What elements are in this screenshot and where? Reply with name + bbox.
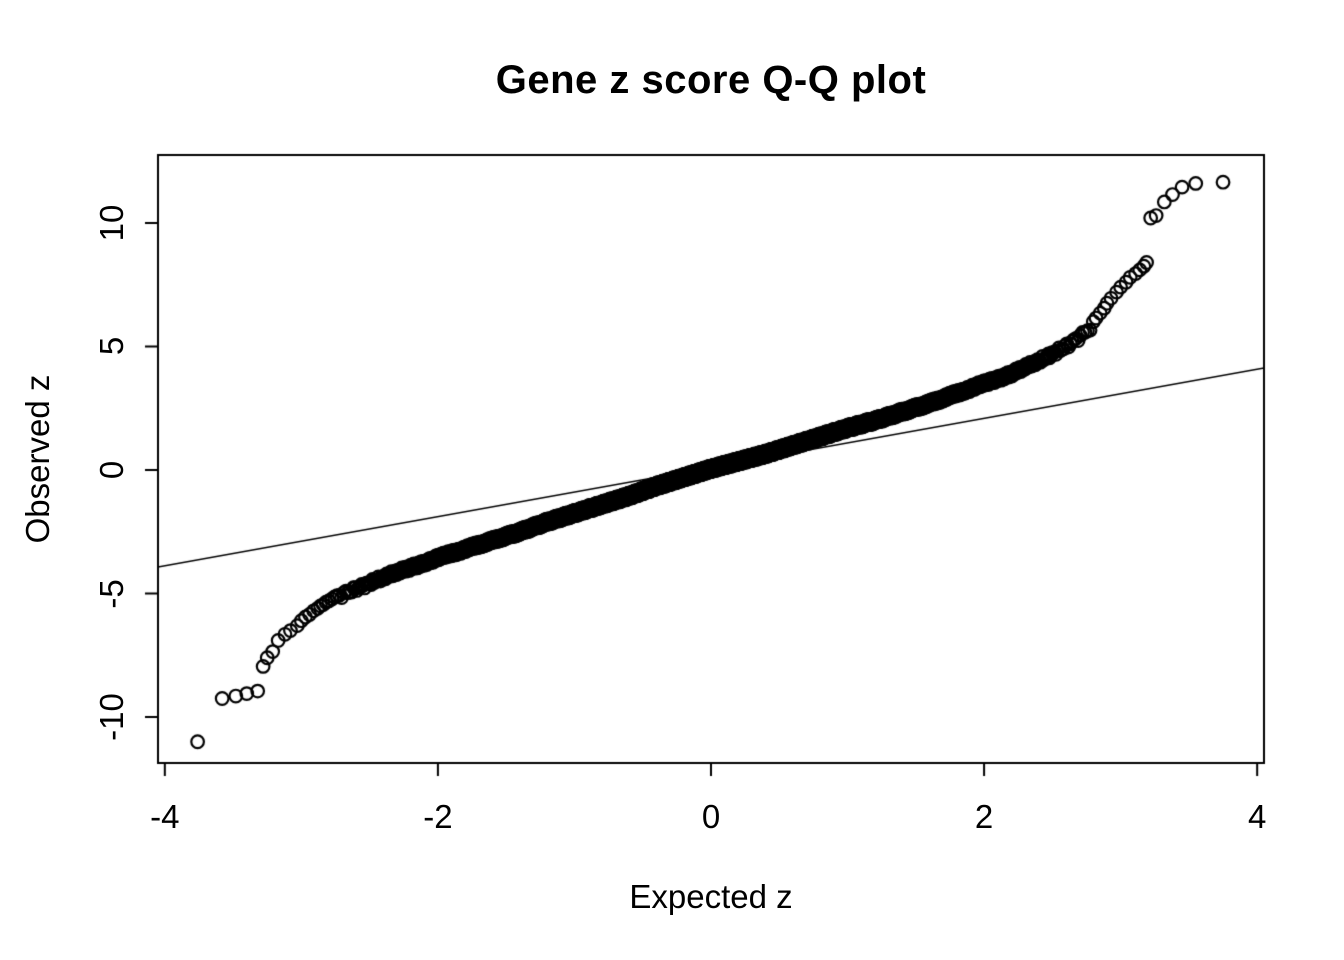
chart-title: Gene z score Q-Q plot (495, 58, 927, 102)
x-tick-label--4: -4 (150, 798, 180, 835)
y-tick-label--5: -5 (93, 578, 130, 609)
y-tick-label-0: 0 (93, 460, 130, 480)
x-tick-label-2: 2 (974, 798, 994, 835)
y-tick-label-10: 10 (93, 204, 130, 242)
x-axis-label: Expected z (629, 878, 793, 915)
y-tick-label--10: -10 (93, 693, 130, 741)
y-tick-label-5: 5 (93, 337, 130, 356)
x-tick-label--2: -2 (423, 798, 453, 835)
x-tick-label-4: 4 (1247, 798, 1267, 835)
y-axis-label: Observed z (19, 374, 56, 544)
x-tick-label-0: 0 (701, 798, 721, 835)
